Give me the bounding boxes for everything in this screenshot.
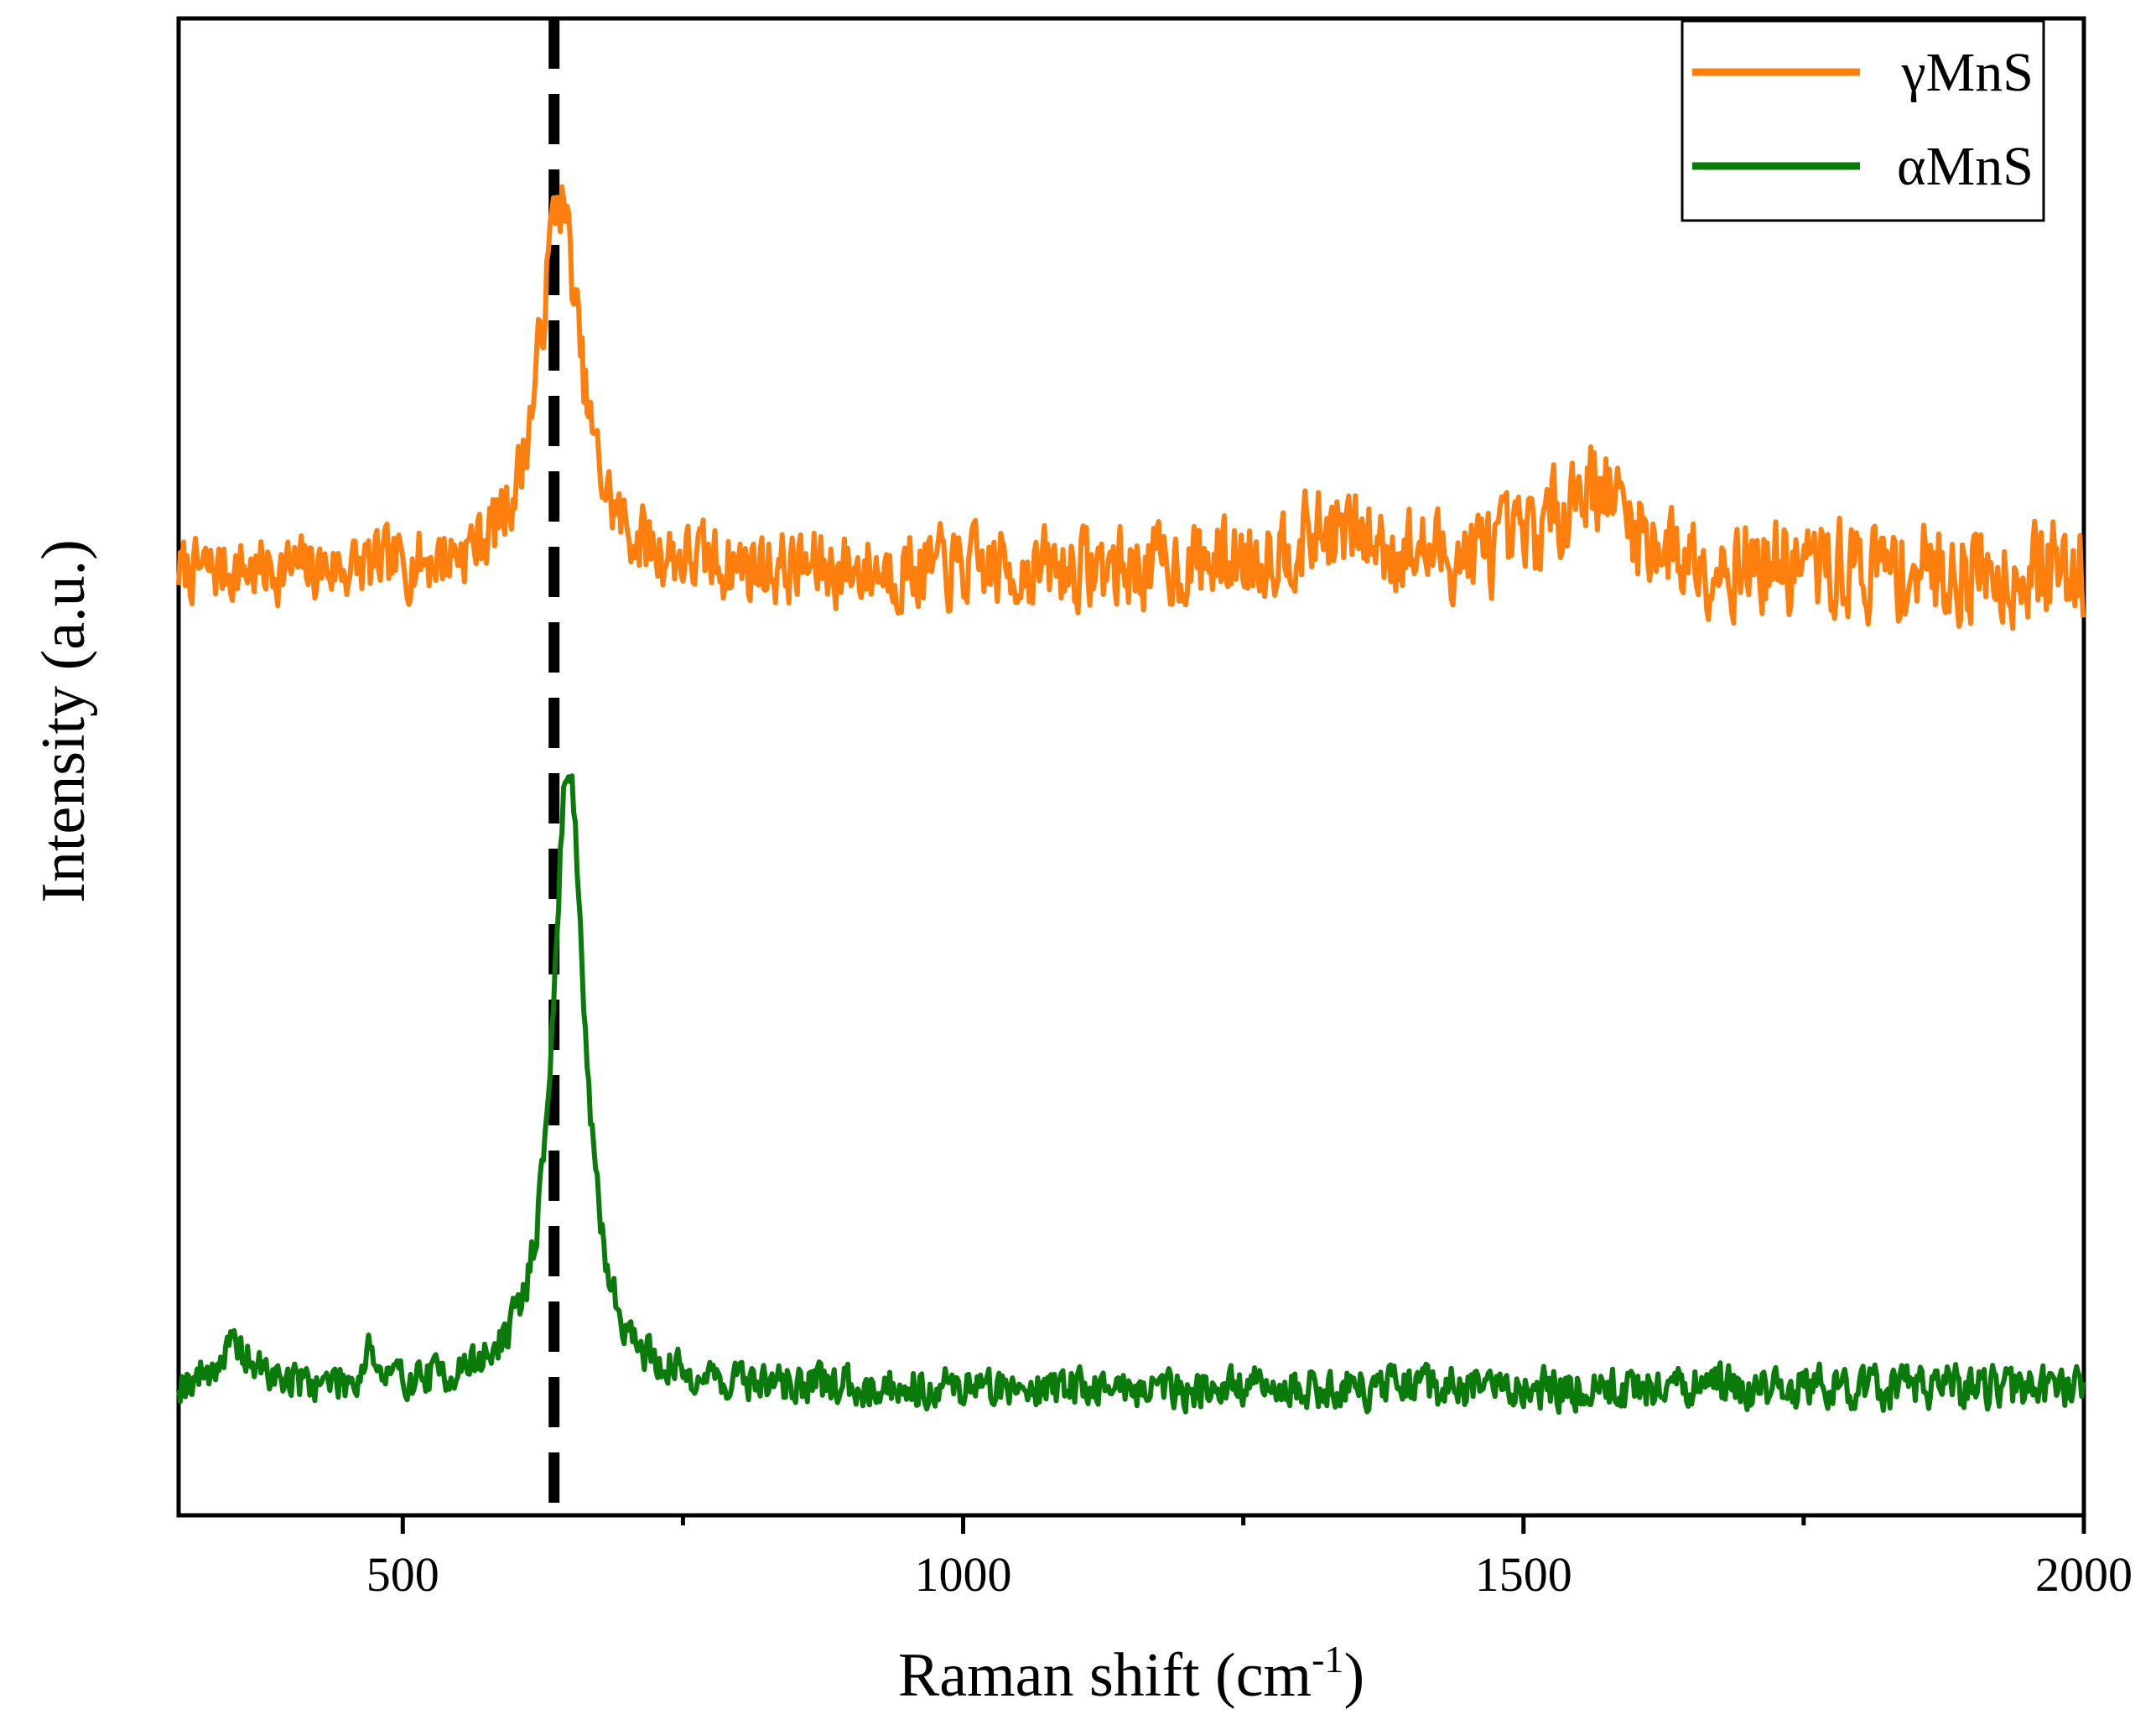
x-axis-title: Raman shift (cm-1) <box>898 1638 1364 1710</box>
series-line-gamma-mns <box>176 184 2086 631</box>
series-line-alpha-mns <box>176 773 2086 1416</box>
x-tick-label: 2000 <box>2035 1547 2133 1602</box>
series-layer <box>176 184 2086 1416</box>
x-axis-title-superscript: -1 <box>1312 1638 1343 1681</box>
legend-label-alpha: αMnS <box>1897 136 2034 197</box>
x-tick-label: 1000 <box>915 1547 1012 1602</box>
x-axis-title-close: ) <box>1343 1641 1364 1710</box>
legend-label-gamma: γMnS <box>1900 42 2034 103</box>
x-tick-label: 1500 <box>1475 1547 1572 1602</box>
legend: γMnS αMnS <box>1681 19 2045 222</box>
plot-frame <box>176 16 2086 1518</box>
x-axis-ticks: 500 1000 1500 2000 <box>366 1515 2133 1602</box>
y-axis-title: Intensity (a.u.) <box>29 539 98 903</box>
x-axis-title-main: Raman shift (cm <box>898 1641 1312 1710</box>
legend-box <box>1681 19 2045 222</box>
x-tick-label: 500 <box>366 1547 439 1602</box>
